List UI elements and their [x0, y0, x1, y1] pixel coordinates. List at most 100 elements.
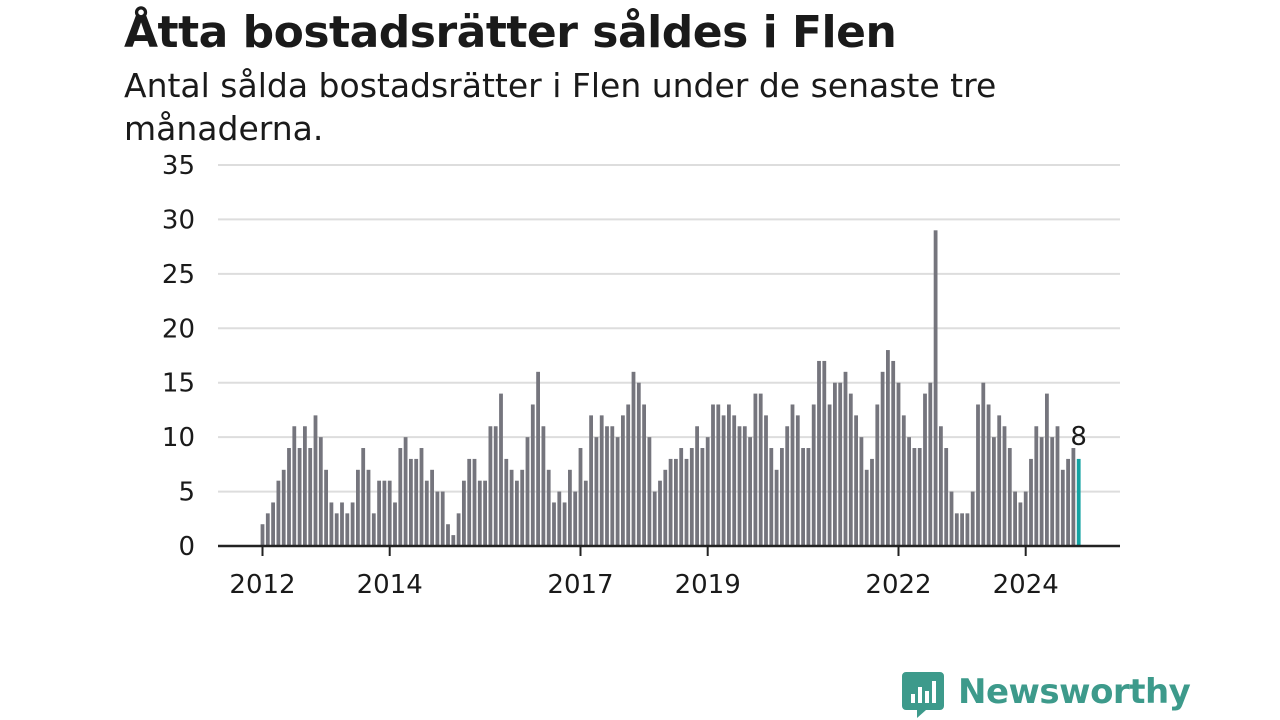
bar [583, 480, 588, 546]
bar [880, 371, 885, 546]
bar [493, 426, 498, 546]
bar [896, 382, 901, 546]
bar [387, 480, 392, 546]
y-tick-label: 30 [162, 205, 195, 235]
bar [944, 448, 949, 546]
bar [886, 350, 890, 546]
bar [562, 502, 567, 546]
bar [292, 426, 297, 546]
bar [1029, 458, 1033, 546]
bar [1013, 491, 1017, 546]
bar [366, 469, 371, 546]
x-tick-label: 2014 [357, 570, 423, 600]
bar [472, 458, 477, 546]
bar [721, 415, 726, 546]
bar [265, 513, 270, 546]
bar [446, 524, 450, 546]
bar [801, 448, 805, 546]
bar [536, 371, 540, 546]
bar [424, 480, 429, 546]
bar [303, 426, 307, 546]
bar [276, 480, 281, 546]
bar [382, 480, 387, 546]
x-tick-label: 2017 [547, 570, 613, 600]
bar [875, 404, 880, 546]
data-label-latest: 8 [1070, 422, 1087, 452]
x-tick-label: 2022 [865, 570, 931, 600]
bar [923, 393, 927, 546]
bar [1034, 426, 1039, 546]
bar [679, 448, 684, 546]
bar [732, 415, 737, 546]
bar [986, 404, 991, 546]
bar [695, 426, 699, 546]
bar [440, 491, 445, 546]
bar [435, 491, 440, 546]
bar [340, 502, 344, 546]
bar [1007, 448, 1012, 546]
bar [271, 502, 275, 546]
y-axis-tick-labels: 0 5 10 15 20 25 30 35 [162, 151, 195, 562]
bar [530, 404, 535, 546]
bar [848, 393, 853, 546]
bar [329, 502, 334, 546]
bar [599, 415, 604, 546]
bar [621, 415, 625, 546]
bar [684, 458, 689, 546]
bar [668, 458, 673, 546]
bar [912, 448, 917, 546]
bar [901, 415, 906, 546]
y-tick-label: 15 [162, 369, 195, 399]
bar [626, 404, 631, 546]
bar [748, 437, 752, 546]
bar [970, 491, 975, 546]
bar [1050, 437, 1055, 546]
bar [928, 382, 933, 546]
bar [806, 448, 811, 546]
bar [891, 360, 896, 546]
bar [1039, 437, 1044, 546]
bar [737, 426, 742, 546]
bar [488, 426, 493, 546]
bar [716, 404, 721, 546]
bar [1071, 448, 1076, 546]
bar [864, 469, 869, 546]
bar [610, 426, 615, 546]
x-axis [218, 544, 1120, 556]
bar [578, 448, 583, 546]
bar [811, 404, 816, 546]
bar [838, 382, 843, 546]
bar [361, 448, 366, 546]
bar [742, 426, 747, 546]
bar [780, 448, 784, 546]
bar [981, 382, 986, 546]
bar [541, 426, 546, 546]
newsworthy-logo-text: Newsworthy [958, 672, 1191, 712]
bar [287, 448, 291, 546]
bar [414, 458, 419, 546]
x-tick-label: 2019 [675, 570, 741, 600]
bar [462, 480, 466, 546]
bar [318, 437, 323, 546]
bar [371, 513, 376, 546]
bar [281, 469, 286, 546]
bar [568, 469, 572, 546]
bar [403, 437, 408, 546]
bar [642, 404, 646, 546]
bar [1023, 491, 1028, 546]
bar [430, 469, 434, 546]
bar [907, 437, 911, 546]
bar [1018, 502, 1023, 546]
bar [1045, 393, 1049, 546]
y-tick-label: 35 [162, 151, 195, 181]
bar [790, 404, 795, 546]
bar [705, 437, 710, 546]
bar [509, 469, 514, 546]
bar [954, 513, 959, 546]
bar [997, 415, 1002, 546]
bar [758, 393, 763, 546]
bar [308, 448, 313, 546]
bar [313, 415, 318, 546]
bar [552, 502, 556, 546]
bar [1060, 469, 1065, 546]
